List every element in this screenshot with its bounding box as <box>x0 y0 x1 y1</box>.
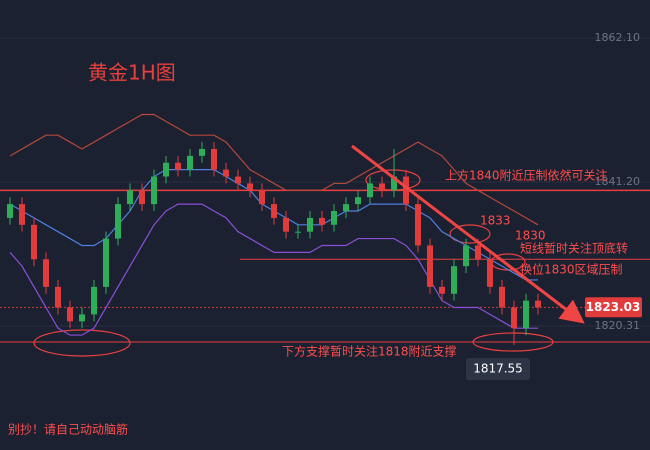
indicator-line <box>9 113 539 226</box>
candle-body <box>187 155 193 170</box>
candle-body <box>307 217 313 232</box>
candle-body <box>319 217 325 225</box>
candle-body <box>43 259 49 287</box>
y-tick-label: 1820.31 <box>595 319 641 332</box>
annotation: 换位1830区域压制 <box>520 262 623 277</box>
candle-body <box>463 245 469 267</box>
low-marker-tag <box>466 358 530 381</box>
candle-body <box>79 314 85 322</box>
indicator-line <box>9 203 538 336</box>
candle-body <box>55 286 61 308</box>
candle-body <box>235 176 241 184</box>
y-tick-label: 1841.20 <box>595 175 641 188</box>
candle-body <box>115 204 121 239</box>
candle-body <box>199 148 205 156</box>
candle-body <box>163 162 169 177</box>
candle-body <box>67 307 73 322</box>
candle-body <box>103 238 109 287</box>
ellipse <box>449 224 491 244</box>
candle-body <box>403 176 409 205</box>
trend-arrow <box>351 144 585 324</box>
candle-body <box>175 162 181 170</box>
candle-body <box>499 286 505 308</box>
candle-body <box>415 204 421 246</box>
last-price-label: 1823.03 <box>586 300 641 314</box>
annotation: 短线暂时关注顶底转 <box>520 241 628 256</box>
candle-body <box>427 245 433 287</box>
candle-body <box>295 231 301 233</box>
candle-body <box>211 148 217 170</box>
candle-body <box>451 266 457 294</box>
candle-body <box>367 183 373 198</box>
y-tick-label: 1862.10 <box>595 31 641 44</box>
candle-body <box>7 204 13 218</box>
candle-body <box>139 190 145 205</box>
candle-body <box>259 190 265 205</box>
candle-body <box>511 307 517 329</box>
annotation: 下方支撑暂时关注1818附近支撑 <box>282 344 457 359</box>
candle-body <box>343 204 349 212</box>
candle-body <box>91 286 97 315</box>
candle-body <box>223 169 229 177</box>
ellipse <box>33 329 131 357</box>
candle-body <box>247 183 253 191</box>
candle-body <box>31 224 37 260</box>
candle-body <box>379 183 385 191</box>
low-marker-label: 1817.55 <box>473 362 523 376</box>
candle-body <box>127 190 133 205</box>
annotation: 1830 <box>515 229 546 243</box>
candle-body <box>19 204 25 225</box>
candle-body <box>355 197 361 205</box>
annotation: 1833 <box>480 214 511 228</box>
candle-body <box>523 300 529 329</box>
candle-body <box>475 245 481 260</box>
annotation: 上方1840附近压制依然可关注 <box>445 168 608 183</box>
candle-body <box>487 259 493 287</box>
candle-body <box>283 217 289 232</box>
annotation: 别抄！请自己动动脑筋 <box>8 422 128 437</box>
candle-body <box>151 176 157 205</box>
ellipse <box>472 332 554 352</box>
chart-title: 黄金1H图 <box>88 61 176 85</box>
candle-body <box>331 211 337 225</box>
candle-body <box>271 204 277 218</box>
candle-body <box>439 286 445 294</box>
candle-body <box>391 176 397 191</box>
last-price-tag <box>585 297 642 318</box>
candle-body <box>535 300 541 308</box>
